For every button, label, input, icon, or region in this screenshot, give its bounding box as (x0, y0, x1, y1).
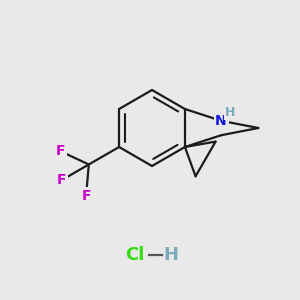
Text: N: N (215, 114, 227, 128)
Text: Cl: Cl (125, 246, 145, 264)
Text: F: F (81, 188, 91, 203)
Text: H: H (164, 246, 178, 264)
Text: H: H (225, 106, 235, 119)
Text: F: F (56, 144, 65, 158)
Text: F: F (57, 173, 67, 187)
